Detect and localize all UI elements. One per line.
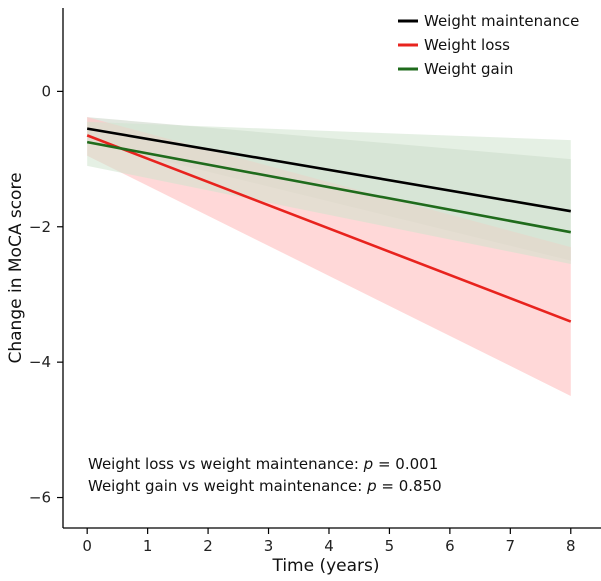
line-weight-loss (86, 134, 572, 323)
annotations: Weight loss vs weight maintenance: p = 0… (88, 455, 442, 495)
line-weight-gain (86, 140, 572, 234)
x-tick-label: 8 (566, 537, 576, 555)
y-ticks: 0 −2 −4 −6 (29, 82, 63, 507)
x-axis-title: Time (years) (271, 556, 379, 576)
legend-label-weight-loss: Weight loss (424, 36, 510, 54)
y-axis-title: Change in MoCA score (6, 172, 26, 363)
series-lines (86, 127, 572, 323)
legend: Weight maintenance Weight loss Weight gain (398, 12, 579, 78)
x-tick-label: 4 (324, 537, 334, 555)
x-tick-label: 2 (203, 537, 213, 555)
y-tick-label: 0 (41, 82, 51, 100)
confidence-bands (87, 117, 571, 396)
x-tick-label: 6 (445, 537, 455, 555)
p-value-annotation: Weight loss vs weight maintenance: p = 0… (88, 455, 438, 473)
x-ticks: 0 1 2 3 4 5 6 7 8 (82, 528, 576, 555)
y-tick-label: −2 (29, 218, 51, 236)
x-tick-label: 3 (264, 537, 274, 555)
x-tick-label: 7 (506, 537, 516, 555)
x-tick-label: 5 (385, 537, 395, 555)
y-tick-label: −4 (29, 353, 51, 371)
p-value-annotation: Weight gain vs weight maintenance: p = 0… (88, 477, 442, 495)
ci-band-weight-gain (87, 121, 571, 264)
line-weight-maintenance (86, 127, 571, 213)
x-tick-label: 1 (143, 537, 153, 555)
x-tick-label: 0 (82, 537, 92, 555)
legend-label-weight-gain: Weight gain (424, 60, 513, 78)
legend-label-weight-maintenance: Weight maintenance (424, 12, 579, 30)
y-tick-label: −6 (29, 489, 51, 507)
